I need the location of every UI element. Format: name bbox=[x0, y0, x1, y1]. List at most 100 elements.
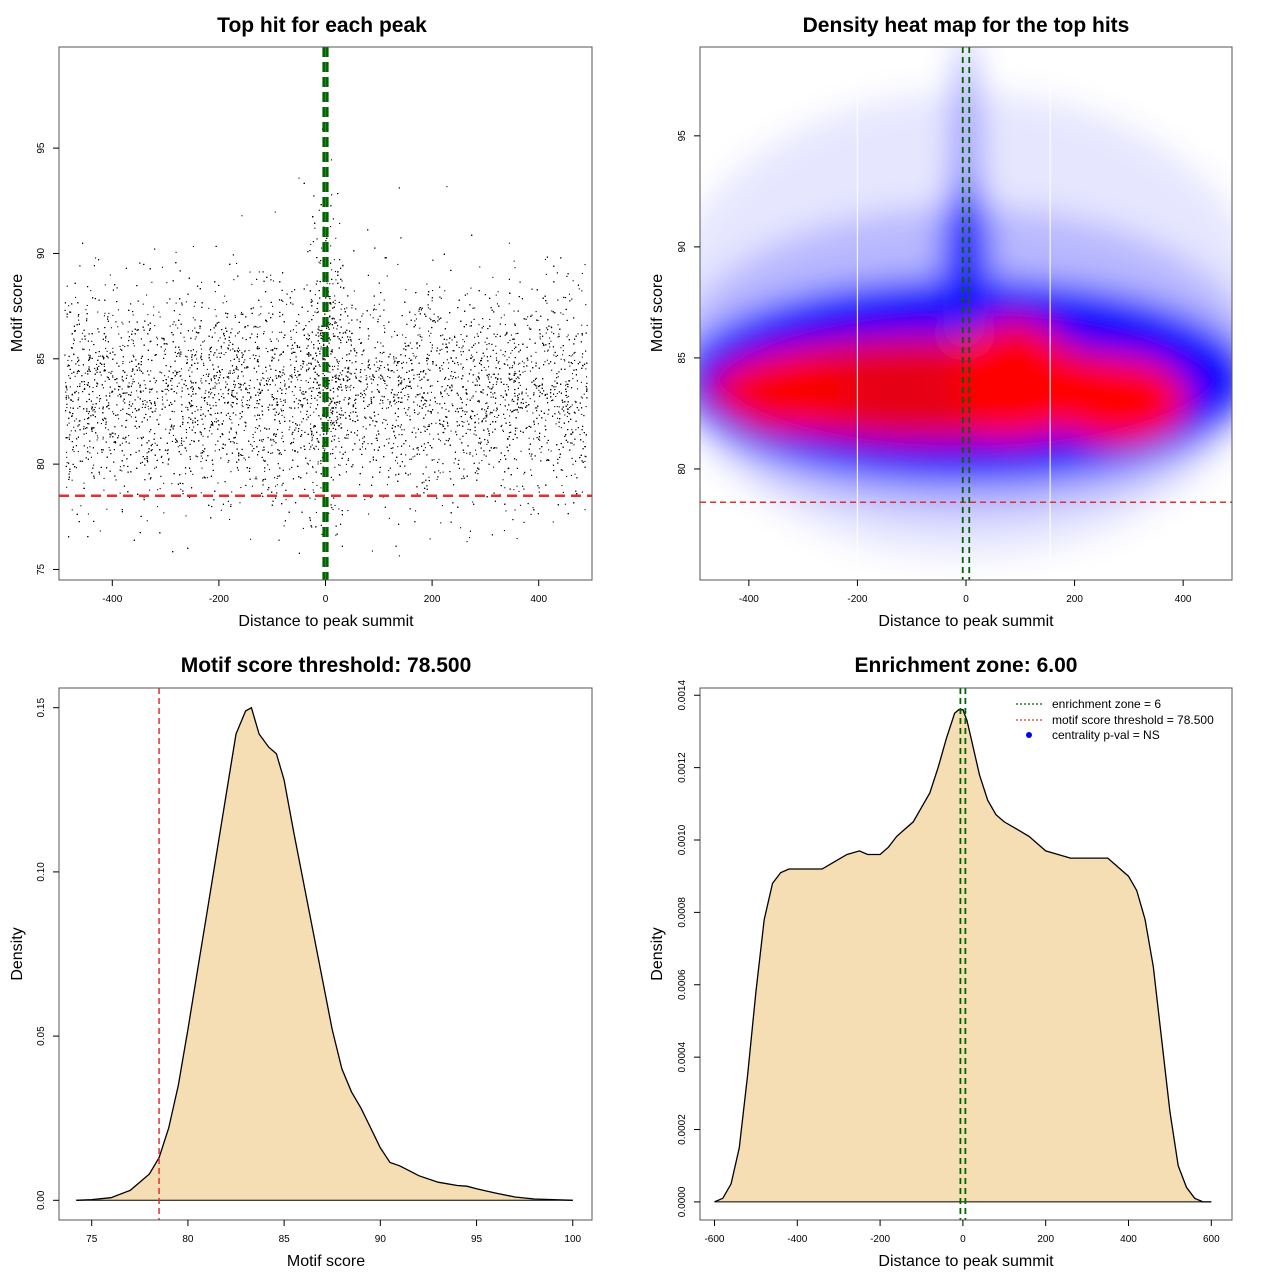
scatter-point bbox=[404, 395, 406, 397]
scatter-point bbox=[71, 393, 73, 395]
scatter-point bbox=[241, 215, 243, 217]
scatter-point bbox=[476, 333, 478, 335]
scatter-point bbox=[504, 324, 506, 326]
scatter-point bbox=[545, 273, 547, 275]
scatter-point bbox=[179, 349, 181, 351]
scatter-point bbox=[122, 344, 124, 346]
scatter-point bbox=[319, 262, 321, 264]
scatter-point bbox=[581, 413, 583, 415]
scatter-point bbox=[149, 341, 151, 343]
scatter-point bbox=[463, 421, 465, 423]
scatter-point bbox=[566, 415, 568, 417]
scatter-point bbox=[375, 420, 377, 422]
scatter-point bbox=[194, 355, 196, 357]
scatter-point bbox=[264, 470, 266, 472]
scatter-point bbox=[127, 331, 129, 333]
scatter-point bbox=[406, 362, 408, 364]
scatter-point bbox=[115, 378, 117, 380]
scatter-point bbox=[488, 366, 490, 368]
scatter-point bbox=[474, 307, 476, 309]
scatter-point bbox=[453, 462, 455, 464]
scatter-point bbox=[474, 336, 476, 338]
scatter-point bbox=[419, 327, 421, 329]
scatter-point bbox=[107, 429, 109, 431]
scatter-point bbox=[557, 324, 559, 326]
scatter-point bbox=[329, 324, 331, 326]
scatter-point bbox=[485, 412, 487, 414]
scatter-point bbox=[179, 353, 181, 355]
scatter-point bbox=[279, 398, 281, 400]
scatter-point bbox=[279, 371, 281, 373]
scatter-point bbox=[250, 443, 252, 445]
scatter-point bbox=[574, 473, 576, 475]
scatter-point bbox=[139, 391, 141, 393]
scatter-point bbox=[428, 330, 430, 332]
scatter-point bbox=[242, 354, 244, 356]
scatter-point bbox=[335, 279, 337, 281]
scatter-point bbox=[169, 325, 171, 327]
scatter-point bbox=[280, 382, 282, 384]
scatter-point bbox=[157, 338, 159, 340]
scatter-point bbox=[451, 339, 453, 341]
scatter-point bbox=[350, 384, 352, 386]
scatter-point bbox=[85, 309, 87, 311]
scatter-point bbox=[424, 426, 426, 428]
scatter-point bbox=[242, 354, 244, 356]
scatter-point bbox=[256, 379, 258, 381]
scatter-point bbox=[397, 385, 399, 387]
scatter-point bbox=[372, 317, 374, 319]
scatter-point bbox=[571, 363, 573, 365]
scatter-point bbox=[164, 388, 166, 390]
scatter-point bbox=[330, 399, 332, 401]
scatter-point bbox=[159, 488, 161, 490]
scatter-point bbox=[86, 384, 88, 386]
scatter-point bbox=[136, 390, 138, 392]
scatter-point bbox=[565, 384, 567, 386]
scatter-point bbox=[346, 434, 348, 436]
scatter-point bbox=[537, 423, 539, 425]
scatter-point bbox=[311, 438, 313, 440]
scatter-point bbox=[202, 477, 204, 479]
scatter-point bbox=[489, 387, 491, 389]
scatter-point bbox=[192, 245, 194, 247]
scatter-point bbox=[291, 391, 293, 393]
scatter-point bbox=[555, 386, 557, 388]
scatter-point bbox=[540, 451, 542, 453]
scatter-point bbox=[415, 432, 417, 434]
scatter-point bbox=[457, 364, 459, 366]
scatter-point bbox=[100, 423, 102, 425]
scatter-point bbox=[302, 527, 304, 529]
scatter-point bbox=[460, 527, 462, 529]
scatter-point bbox=[271, 444, 273, 446]
scatter-point bbox=[383, 418, 385, 420]
scatter-point bbox=[469, 325, 471, 327]
scatter-point bbox=[515, 333, 517, 335]
scatter-point bbox=[376, 434, 378, 436]
scatter-point bbox=[105, 340, 107, 342]
scatter-point bbox=[375, 309, 377, 311]
scatter-point bbox=[462, 368, 464, 370]
scatter-point bbox=[203, 362, 205, 364]
scatter-point bbox=[79, 341, 81, 343]
scatter-point bbox=[451, 386, 453, 388]
scatter-point bbox=[508, 303, 510, 305]
scatter-point bbox=[258, 271, 260, 273]
scatter-point bbox=[585, 304, 587, 306]
scatter-point bbox=[180, 396, 182, 398]
scatter-point bbox=[371, 550, 373, 552]
scatter-point bbox=[586, 376, 588, 378]
scatter-point bbox=[549, 346, 551, 348]
scatter-point bbox=[466, 293, 468, 295]
scatter-point bbox=[346, 307, 348, 309]
scatter-point bbox=[202, 435, 204, 437]
scatter-point bbox=[71, 360, 73, 362]
scatter-point bbox=[251, 445, 253, 447]
scatter-point bbox=[519, 504, 521, 506]
scatter-point bbox=[196, 351, 198, 353]
scatter-point bbox=[551, 331, 553, 333]
scatter-point bbox=[562, 491, 564, 493]
scatter-point bbox=[295, 398, 297, 400]
scatter-point bbox=[185, 406, 187, 408]
scatter-point bbox=[236, 366, 238, 368]
scatter-point bbox=[539, 448, 541, 450]
